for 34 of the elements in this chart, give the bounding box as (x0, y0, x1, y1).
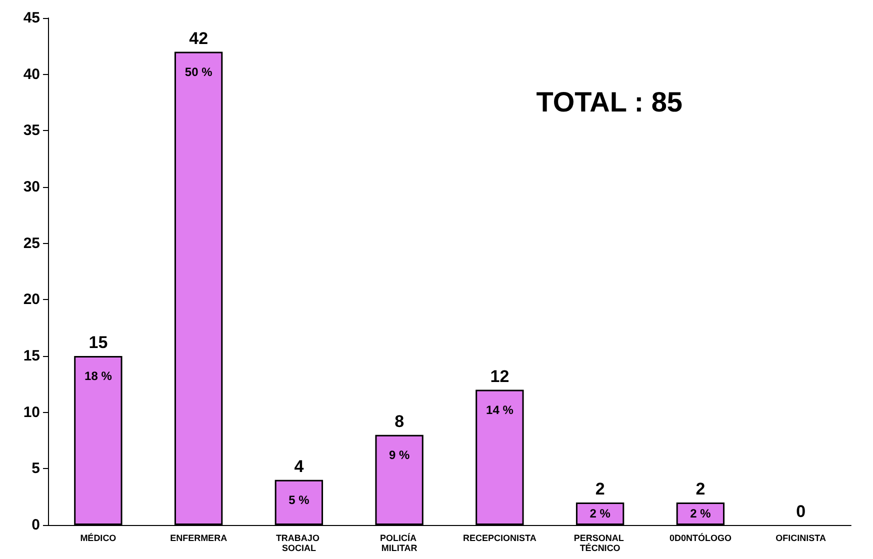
y-tick-label: 45 (23, 10, 40, 26)
x-tick-label: PERSONAL TÉCNICO (574, 533, 626, 553)
y-tick-label: 0 (32, 516, 40, 534)
y-tick-label: 5 (32, 460, 40, 478)
x-tick-label: ENFERMERA (170, 533, 228, 543)
y-tick-label: 10 (23, 404, 40, 421)
data-label: 42 (189, 28, 208, 48)
x-tick-label: POLICÍA MILITAR (380, 533, 419, 553)
annotation: 50 % (184, 64, 213, 79)
y-tick-label: 20 (23, 291, 40, 308)
data-label: 8 (394, 412, 404, 431)
x-tick-label: OFICINISTA (776, 533, 826, 543)
annotation: 2 % (690, 506, 712, 521)
data-label: 4 (294, 456, 304, 476)
data-label: 12 (490, 366, 510, 386)
data-label: 0 (796, 502, 806, 521)
annotation: 18 % (84, 369, 112, 383)
x-tick-label: RECEPCIONISTA (463, 533, 537, 543)
annotation: 9 % (388, 448, 410, 462)
y-tick-label: 40 (23, 66, 40, 83)
y-tick-label: 25 (23, 234, 40, 252)
x-tick-label: TRABAJO SOCIAL (276, 533, 322, 553)
x-tick-label: MÉDICO (80, 533, 116, 543)
annotation: TOTAL : 85 (536, 86, 682, 118)
annotation: 14 % (486, 402, 514, 417)
y-tick-label: 30 (23, 178, 40, 196)
data-label: 2 (696, 479, 706, 498)
annotation: 2 % (590, 506, 611, 521)
x-tick-label: 0D0NTÓLOGO (669, 533, 732, 543)
data-label: 15 (88, 333, 108, 352)
data-label: 2 (595, 479, 605, 498)
y-tick-label: 35 (23, 122, 40, 140)
y-tick-label: 15 (23, 348, 40, 364)
annotation: 5 % (288, 492, 310, 507)
